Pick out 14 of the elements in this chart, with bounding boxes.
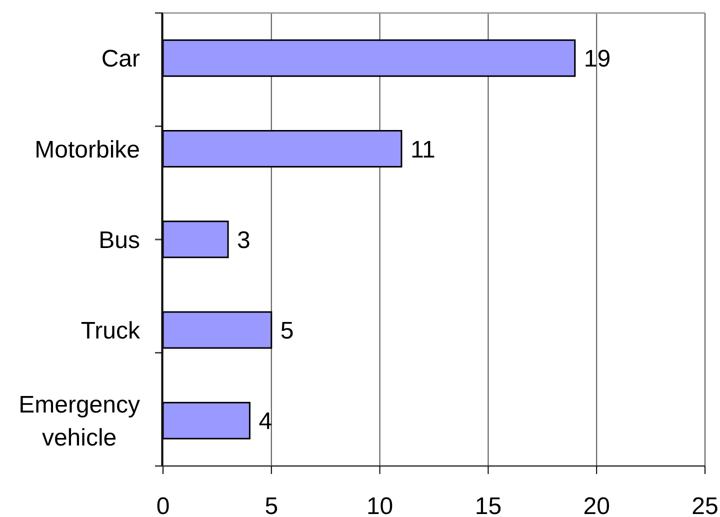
data-label: 3 <box>237 226 250 254</box>
y-tick-label: Car <box>101 46 140 73</box>
x-tick-label: 5 <box>264 493 278 517</box>
x-tick-label: 20 <box>583 493 610 517</box>
x-tick-label: 0 <box>156 493 170 517</box>
y-tick-label: Bus <box>98 226 140 254</box>
y-tick-label: Emergency vehicle <box>18 392 140 452</box>
data-label: 11 <box>410 136 436 164</box>
data-label: 5 <box>280 318 294 344</box>
x-tick-label: 10 <box>366 493 394 517</box>
x-tick-label: 25 <box>692 493 718 517</box>
y-tick-label: Motorbike <box>34 136 140 164</box>
x-tick-label: 15 <box>474 493 502 517</box>
y-tick-label: Truck <box>80 318 141 344</box>
